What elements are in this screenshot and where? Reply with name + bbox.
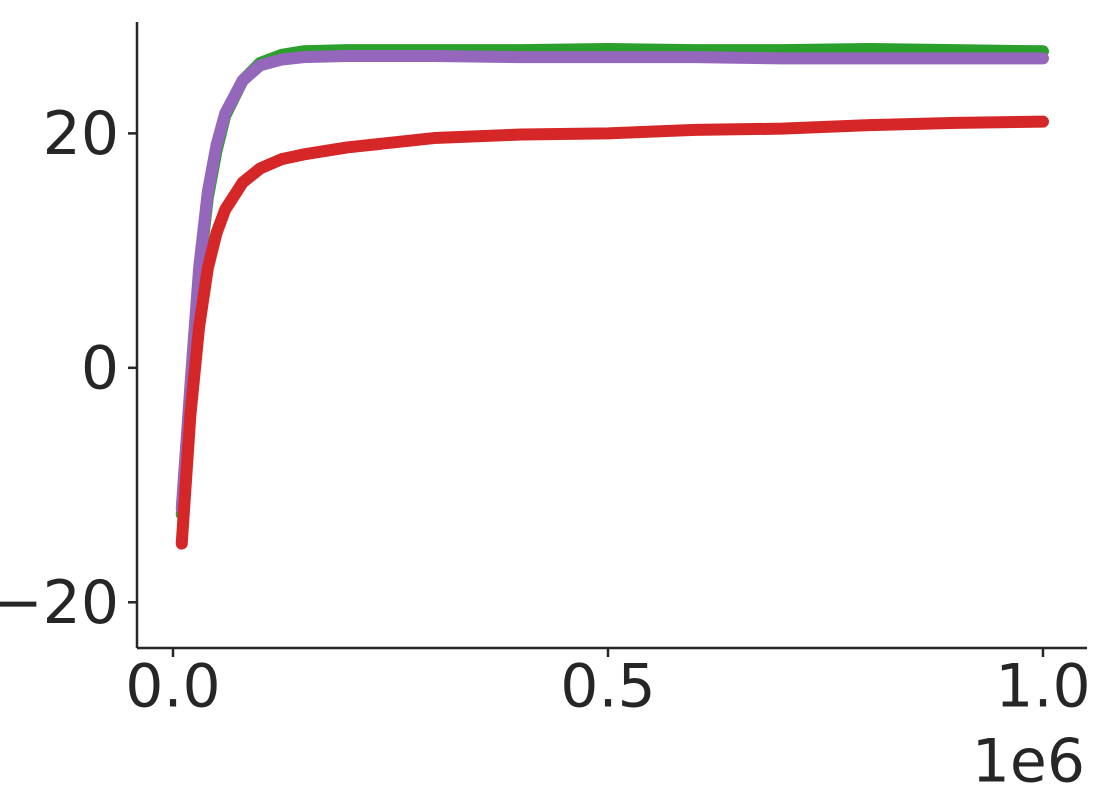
y-tick-label: −20: [0, 568, 119, 638]
x-offset-label: 1e6: [972, 727, 1085, 797]
y-tick-label: 20: [43, 99, 119, 169]
x-tick-label: 1.0: [995, 652, 1090, 722]
x-tick-label: 0.0: [125, 652, 220, 722]
x-tick-label: 0.5: [560, 652, 655, 722]
y-tick-label: 0: [81, 333, 119, 403]
series-line: [175, 49, 1049, 515]
series-line: [175, 115, 1049, 550]
